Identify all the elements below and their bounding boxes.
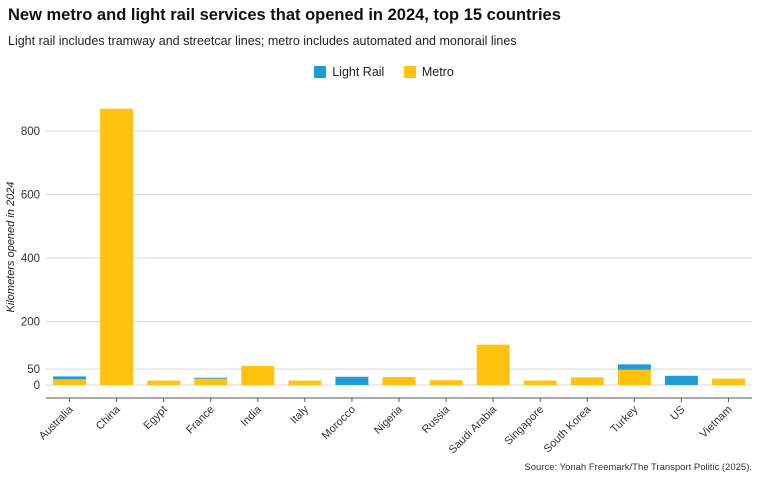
x-tick-label-vietnam: Vietnam	[698, 404, 735, 441]
bar-metro-india[interactable]	[241, 365, 275, 385]
legend-label-light-rail: Light Rail	[332, 65, 385, 79]
x-tick-label-morocco: Morocco	[320, 404, 358, 442]
y-tick-label-600: 600	[21, 190, 40, 202]
bar-metro-singapore[interactable]	[523, 380, 557, 385]
x-tick-label-nigeria: Nigeria	[372, 403, 406, 437]
legend-item-metro[interactable]: Metro	[403, 65, 454, 79]
bar-metro-vietnam[interactable]	[711, 378, 745, 385]
bar-light-rail-france[interactable]	[194, 377, 228, 379]
y-tick-label-800: 800	[21, 126, 40, 138]
x-tick-label-russia: Russia	[420, 403, 453, 436]
x-tick-label-italy: Italy	[288, 403, 311, 426]
legend: Light Rail Metro	[0, 65, 768, 81]
legend-item-light-rail[interactable]: Light Rail	[314, 65, 384, 79]
bar-metro-south-korea[interactable]	[570, 377, 604, 385]
bar-metro-turkey[interactable]	[617, 369, 651, 385]
x-tick-label-france: France	[184, 404, 217, 437]
legend-swatch-light-rail	[314, 66, 327, 78]
bar-light-rail-morocco[interactable]	[335, 376, 369, 385]
bar-metro-australia[interactable]	[53, 379, 87, 385]
legend-label-metro: Metro	[421, 65, 454, 79]
x-tick-label-turkey: Turkey	[608, 403, 640, 435]
bar-metro-italy[interactable]	[288, 380, 322, 385]
chart-subtitle: Light rail includes tramway and streetca…	[8, 34, 517, 48]
y-axis-title: Kilometers opened in 2024	[5, 182, 17, 313]
y-tick-label-400: 400	[21, 253, 40, 265]
legend-swatch-metro	[403, 66, 416, 78]
bar-metro-egypt[interactable]	[147, 380, 181, 385]
x-tick-label-saudi-arabia: Saudi Arabia	[447, 403, 500, 456]
x-tick-label-singapore: Singapore	[502, 404, 546, 448]
bar-metro-france[interactable]	[194, 378, 228, 385]
bar-metro-saudi-arabia[interactable]	[476, 344, 510, 385]
x-tick-label-egypt: Egypt	[141, 404, 169, 432]
x-tick-label-india: India	[239, 403, 265, 429]
y-tick-label-200: 200	[21, 317, 40, 329]
bar-light-rail-us[interactable]	[664, 375, 698, 385]
chart-title: New metro and light rail services that o…	[8, 6, 561, 24]
x-tick-label-us: US	[668, 404, 687, 423]
y-tick-label-0: 0	[34, 380, 40, 392]
bar-metro-russia[interactable]	[429, 380, 463, 385]
bar-metro-china[interactable]	[100, 108, 134, 386]
x-tick-label-australia: Australia	[37, 403, 76, 442]
bar-metro-nigeria[interactable]	[382, 377, 416, 385]
bar-light-rail-australia[interactable]	[53, 376, 87, 380]
y-tick-label-50: 50	[27, 364, 40, 376]
bar-light-rail-turkey[interactable]	[617, 364, 651, 370]
source-note: Source: Yonah Freemark/The Transport Pol…	[524, 462, 752, 473]
x-tick-label-south-korea: South Korea	[542, 403, 594, 455]
x-tick-label-china: China	[94, 403, 123, 432]
